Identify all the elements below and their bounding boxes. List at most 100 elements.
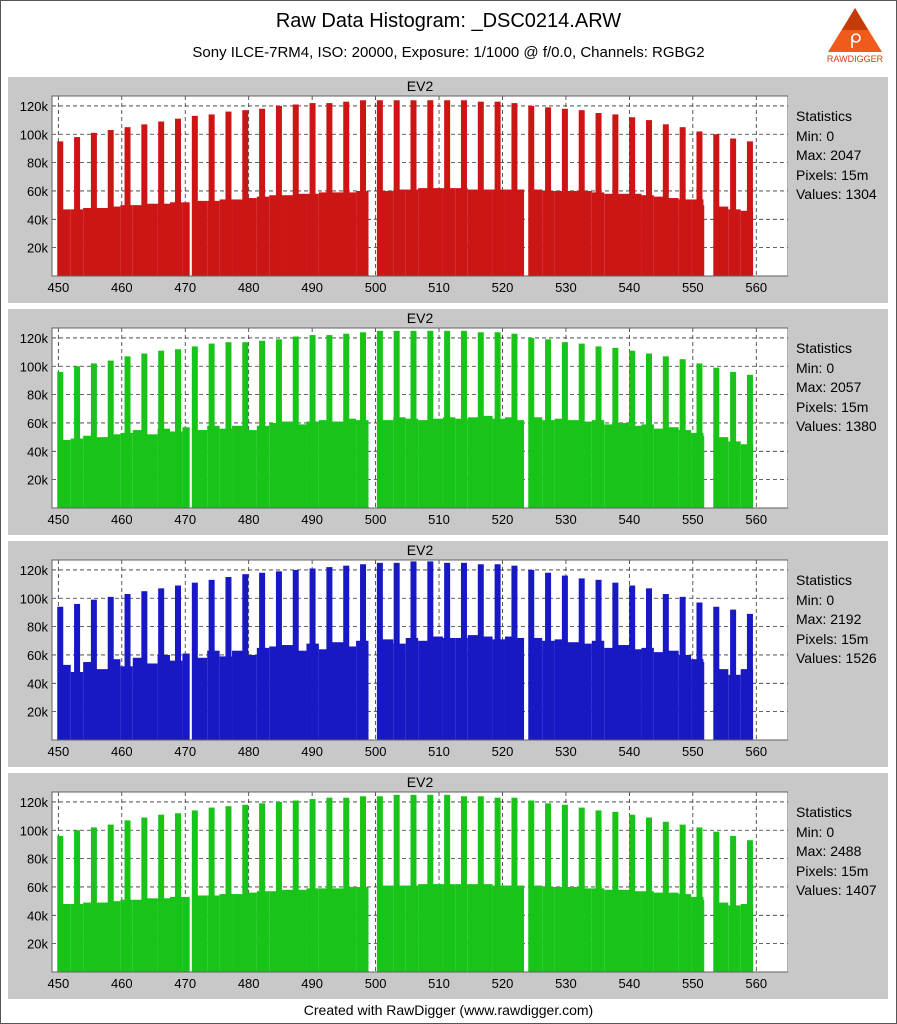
histogram-spike: [360, 564, 367, 740]
stats-values: Values: 1380: [796, 418, 877, 434]
histogram-bar: [517, 637, 525, 740]
histogram-spike: [679, 127, 686, 276]
histogram-spike: [124, 820, 131, 972]
histogram-bar: [145, 434, 158, 508]
histogram-bar: [517, 885, 525, 972]
histogram-spike: [460, 330, 467, 508]
histogram-bar: [232, 425, 245, 508]
y-tick-label: 100k: [20, 591, 49, 606]
histogram-bar: [430, 418, 443, 508]
plot-border: [51, 95, 788, 277]
x-tick-label: 460: [111, 744, 133, 759]
histogram-spike: [528, 337, 535, 508]
x-tick-label: 530: [555, 976, 577, 991]
histogram-spike: [545, 572, 552, 740]
histogram-spike: [90, 363, 97, 508]
histogram-spike: [662, 821, 669, 972]
histogram-spike: [376, 562, 383, 740]
x-tick-label: 460: [111, 280, 133, 295]
histogram-panel-g2: EV2 20k 40k 60k 80k 100k 120k 450 460 470 480 490 50…: [8, 773, 888, 999]
histogram-spike: [107, 596, 114, 740]
x-tick-label: 460: [111, 512, 133, 527]
histogram-spike: [578, 578, 585, 740]
histogram-spike: [208, 343, 215, 508]
x-tick-label: 560: [745, 512, 767, 527]
histogram-spike: [259, 340, 266, 508]
histogram-chart-b: EV2 20k 40k 60k 80k 100k 120k 450 460 470 480 490 50…: [20, 542, 788, 759]
histogram-spike: [141, 353, 148, 508]
histogram-bar: [380, 639, 394, 740]
x-tick-label: 530: [555, 280, 577, 295]
histogram-spike: [174, 813, 181, 972]
histogram-chart-g: EV2 20k 40k 60k 80k 100k 120k 450 460 470 480 490 50…: [20, 310, 788, 527]
histogram-spike: [292, 104, 299, 276]
histogram-bar: [182, 427, 190, 508]
panel-title: EV2: [407, 78, 434, 94]
plot-border: [51, 559, 788, 741]
chart-title: Raw Data Histogram: _DSC0214.ARW: [275, 10, 622, 32]
x-tick-label: 530: [555, 744, 577, 759]
panel-title: EV2: [407, 542, 434, 558]
histogram-panel-b: EV2 20k 40k 60k 80k 100k 120k 450 460 470 480 490 50…: [8, 541, 888, 767]
histogram-spike: [511, 333, 518, 508]
histogram-spike: [578, 110, 585, 276]
histogram-spike: [158, 588, 165, 740]
histogram-spike: [629, 117, 636, 276]
histogram-spike: [578, 343, 585, 508]
histogram-spike: [612, 347, 619, 508]
stats-min: Min: 0: [796, 591, 835, 608]
histogram-spike: [528, 800, 535, 972]
histogram-spike: [208, 114, 215, 276]
histogram-bar: [196, 657, 208, 740]
histogram-bar: [232, 199, 245, 276]
histogram-spike: [292, 569, 299, 740]
histogram-spike: [90, 599, 97, 740]
histogram-bar: [95, 207, 108, 276]
rawdigger-logo: RAWDIGGER: [827, 8, 884, 64]
histogram-spike: [343, 333, 350, 508]
stats-min: Min: 0: [796, 359, 835, 376]
histogram-bar: [196, 430, 208, 508]
x-tick-label: 530: [555, 512, 577, 527]
histogram-spike: [174, 118, 181, 276]
histogram-bar: [145, 663, 158, 740]
histogram-bar: [530, 189, 543, 276]
histogram-spike: [561, 342, 568, 508]
histogram-bar: [281, 421, 295, 508]
histogram-spike: [275, 801, 282, 972]
histogram-bar: [530, 885, 543, 972]
histogram-spike: [90, 132, 97, 276]
histogram-bar: [530, 417, 543, 508]
x-tick-label: 480: [238, 512, 260, 527]
histogram-spike: [410, 100, 417, 276]
histogram-spike: [746, 613, 753, 740]
x-tick-label: 470: [174, 976, 196, 991]
x-tick-label: 550: [682, 512, 704, 527]
y-tick-label: 60k: [27, 880, 48, 895]
histogram-spike: [477, 101, 484, 277]
histogram-spike: [410, 794, 417, 972]
x-tick-label: 550: [682, 280, 704, 295]
x-tick-label: 510: [428, 280, 450, 295]
x-tick-label: 510: [428, 976, 450, 991]
x-tick-label: 540: [619, 744, 641, 759]
histogram-spike: [259, 108, 266, 276]
stats-values: Values: 1407: [796, 882, 877, 898]
histogram-spike: [545, 803, 552, 972]
histogram-spike: [646, 120, 653, 276]
histogram-spike: [309, 568, 316, 740]
histogram-panel-g: EV2 20k 40k 60k 80k 100k 120k 450 460 470 480 490 50…: [8, 309, 888, 535]
y-tick-label: 60k: [27, 648, 48, 663]
histogram-spike: [124, 356, 131, 508]
histogram-spike: [696, 131, 703, 276]
histogram-spike: [57, 606, 64, 740]
histogram-spike: [242, 342, 249, 508]
histogram-spike: [730, 835, 737, 972]
logo-text: RAWDIGGER: [827, 54, 884, 64]
histogram-spike: [460, 796, 467, 972]
x-tick-label: 450: [47, 976, 69, 991]
histogram-spike: [309, 799, 316, 972]
histogram-spike: [57, 835, 64, 972]
histogram-spike: [410, 561, 417, 740]
histogram-spike: [561, 108, 568, 276]
